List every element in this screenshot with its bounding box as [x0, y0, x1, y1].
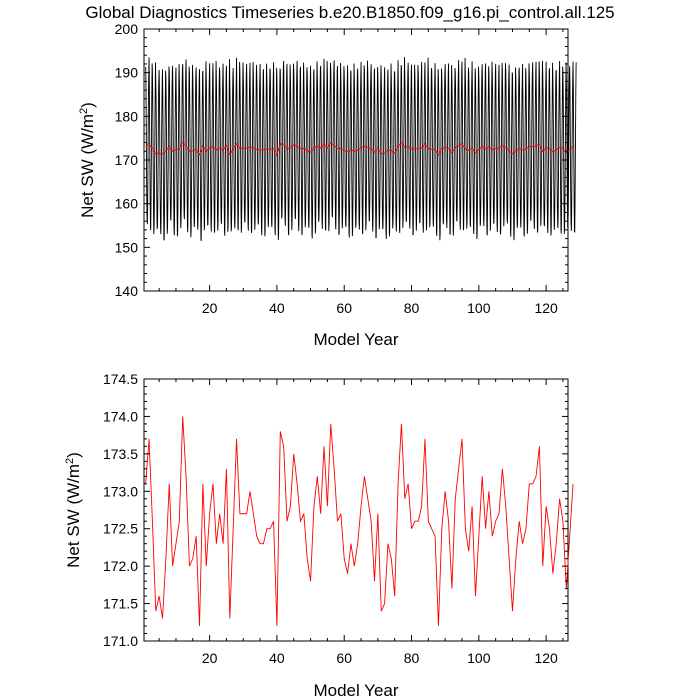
monthly-x-axis-label: Model Year [313, 330, 398, 349]
annual-x-tick-label: 80 [404, 650, 420, 666]
monthly-panel-annual-mean-line [145, 141, 574, 157]
annual-y-axis-label: Net SW (W/m2) [64, 452, 83, 568]
monthly-y-tick-label: 170 [115, 152, 139, 168]
monthly-y-axis-label: Net SW (W/m2) [78, 102, 97, 218]
annual-panel: 20 40 60 80 100 120 171.0 171.5 172.0 172.5 173.0 1… [64, 371, 574, 700]
annual-y-tick-label: 174.5 [103, 371, 138, 387]
annual-y-axis-label-close: ) [64, 452, 83, 458]
annual-x-tick-label: 120 [534, 650, 558, 666]
monthly-y-tick-label: 180 [115, 108, 139, 124]
monthly-y-tick-label: 200 [115, 21, 139, 37]
annual-y-axis-label-main: Net SW (W/m [64, 464, 83, 568]
monthly-x-tick-label: 120 [534, 300, 558, 316]
annual-y-tick-label: 172.5 [103, 521, 138, 537]
annual-x-tick-label: 20 [202, 650, 218, 666]
monthly-series-layer [145, 57, 577, 242]
monthly-y-axis-label-main: Net SW (W/m [78, 114, 97, 218]
annual-y-tick-label: 173.0 [103, 483, 138, 499]
annual-x-axis-label: Model Year [313, 681, 398, 700]
monthly-y-tick-label: 140 [115, 283, 139, 299]
monthly-y-tick-label: 150 [115, 239, 139, 255]
monthly-x-tick-label: 40 [269, 300, 285, 316]
annual-series-layer [145, 416, 574, 627]
monthly-axis-ticks: 20 40 60 80 100 120 140 150 160 170 180 190 200 [115, 21, 568, 316]
annual-y-axis-label-superscript: 2 [64, 458, 76, 464]
monthly-y-tick-label: 190 [115, 65, 139, 81]
monthly-x-tick-label: 20 [202, 300, 218, 316]
monthly-x-tick-label: 80 [404, 300, 420, 316]
figure-title: Global Diagnostics Timeseries b.e20.B185… [85, 3, 614, 22]
annual-y-tick-label: 172.0 [103, 558, 138, 574]
annual-x-tick-label: 60 [336, 650, 352, 666]
monthly-netsw-line [145, 57, 577, 242]
annual-x-tick-label: 100 [467, 650, 491, 666]
monthly-y-axis-label-superscript: 2 [78, 108, 90, 114]
monthly-y-tick-label: 160 [115, 196, 139, 212]
monthly-panel: 20 40 60 80 100 120 140 150 160 170 180 190 200 Mode… [78, 21, 577, 349]
annual-plot-frame [143, 378, 569, 642]
annual-y-tick-label: 174.0 [103, 408, 138, 424]
monthly-y-axis-label-close: ) [78, 102, 97, 108]
annual-axis-ticks: 20 40 60 80 100 120 171.0 171.5 172.0 172.5 173.0 1… [103, 371, 568, 666]
monthly-x-tick-label: 60 [336, 300, 352, 316]
monthly-x-tick-label: 100 [467, 300, 491, 316]
annual-y-tick-label: 171.5 [103, 596, 138, 612]
annual-y-tick-label: 171.0 [103, 633, 138, 649]
annual-x-tick-label: 40 [269, 650, 285, 666]
annual-y-tick-label: 173.5 [103, 446, 138, 462]
annual-netsw-line [145, 416, 574, 627]
